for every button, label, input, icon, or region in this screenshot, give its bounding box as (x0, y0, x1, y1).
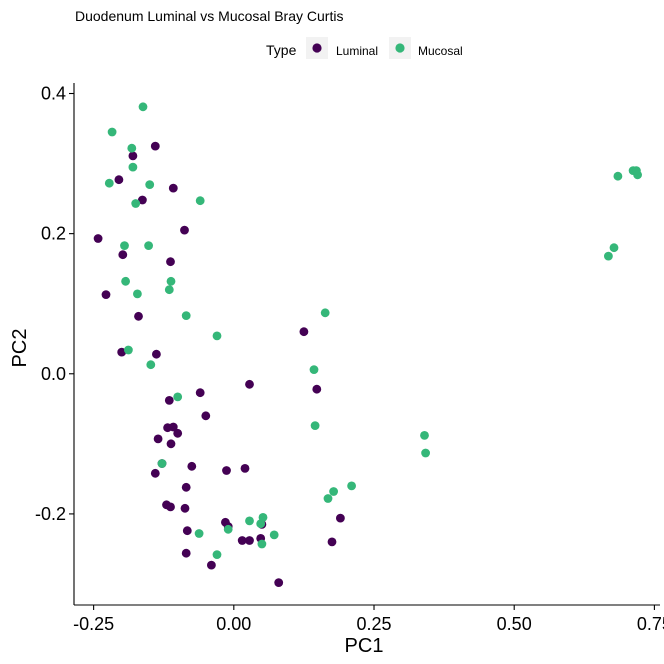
point-luminal (299, 327, 309, 337)
point-luminal (152, 349, 161, 359)
point-mucosal (633, 170, 642, 180)
legend: Type Luminal Mucosal (266, 37, 463, 59)
point-luminal (93, 234, 103, 243)
point-luminal (207, 560, 216, 570)
point-luminal (114, 175, 124, 185)
point-mucosal (613, 171, 623, 181)
point-mucosal (146, 360, 156, 370)
point-luminal (187, 461, 197, 471)
point-mucosal (128, 162, 138, 172)
legend-marker-mucosal (395, 43, 405, 53)
point-mucosal (173, 392, 183, 402)
point-mucosal (138, 102, 148, 112)
x-axis-title: PC1 (345, 635, 384, 657)
point-mucosal (120, 241, 129, 251)
point-mucosal (127, 143, 137, 153)
x-axis-ticks: -0.25 0.00 0.25 0.50 0.75 (73, 605, 664, 634)
point-mucosal (121, 276, 130, 286)
point-luminal (180, 503, 190, 513)
chart-title: Duodenum Luminal vs Mucosal Bray Curtis (75, 8, 343, 24)
point-mucosal (309, 365, 319, 374)
point-luminal (274, 578, 284, 587)
y-tick-label: -0.2 (35, 504, 66, 524)
legend-label-mucosal: Mucosal (418, 44, 463, 58)
point-mucosal (257, 539, 267, 549)
x-tick-label: 0.25 (356, 614, 391, 634)
y-tick-label: 0.2 (41, 224, 66, 244)
point-luminal (150, 468, 160, 478)
point-mucosal (157, 459, 167, 468)
point-mucosal (347, 481, 356, 491)
point-mucosal (421, 448, 430, 458)
point-luminal (164, 396, 174, 405)
point-luminal (201, 411, 211, 421)
point-luminal (117, 347, 127, 357)
point-mucosal (609, 243, 619, 253)
point-luminal (245, 379, 254, 389)
point-mucosal (212, 550, 222, 559)
point-luminal (240, 464, 250, 473)
legend-title: Type (266, 42, 297, 58)
y-axis-title: PC2 (9, 329, 31, 368)
y-tick-label: 0.0 (41, 364, 66, 384)
point-luminal (134, 311, 143, 321)
point-luminal (336, 513, 345, 523)
point-mucosal (131, 199, 141, 208)
x-tick-label: -0.25 (73, 614, 114, 634)
point-mucosal (195, 196, 205, 206)
point-luminal (312, 384, 322, 394)
point-mucosal (420, 431, 429, 440)
point-luminal (166, 439, 176, 449)
point-luminal (181, 482, 191, 492)
point-luminal (153, 434, 163, 444)
legend-marker-luminal (312, 43, 322, 53)
point-luminal (166, 502, 175, 512)
point-mucosal (223, 524, 233, 534)
data-points (93, 102, 642, 587)
point-luminal (245, 536, 254, 545)
point-luminal (118, 250, 128, 260)
point-mucosal (133, 289, 142, 299)
point-mucosal (329, 487, 338, 496)
y-tick-label: 0.4 (41, 84, 66, 104)
point-luminal (128, 151, 138, 161)
point-mucosal (323, 494, 333, 503)
point-luminal (101, 290, 111, 299)
point-luminal (173, 428, 183, 438)
point-mucosal (212, 331, 222, 341)
y-axis-ticks: -0.2 0.0 0.2 0.4 (35, 84, 74, 524)
point-luminal (222, 466, 231, 475)
point-luminal (181, 548, 191, 558)
point-luminal (166, 257, 175, 267)
point-mucosal (107, 127, 117, 137)
point-mucosal (245, 516, 254, 526)
point-mucosal (181, 311, 191, 320)
point-mucosal (604, 251, 613, 261)
point-luminal (168, 422, 178, 432)
point-mucosal (164, 285, 174, 295)
point-mucosal (310, 421, 320, 430)
point-luminal (168, 183, 178, 193)
point-luminal (182, 526, 192, 536)
x-tick-label: 0.50 (497, 614, 532, 634)
point-mucosal (123, 345, 133, 355)
point-mucosal (258, 513, 268, 522)
point-mucosal (320, 308, 330, 318)
point-luminal (138, 195, 147, 205)
point-mucosal (269, 530, 279, 540)
point-mucosal (104, 178, 114, 188)
point-mucosal (144, 241, 154, 251)
point-mucosal (194, 529, 204, 538)
point-luminal (150, 141, 160, 151)
point-mucosal (166, 276, 176, 286)
x-tick-label: 0.00 (216, 614, 251, 634)
x-tick-label: 0.75 (637, 614, 664, 634)
legend-label-luminal: Luminal (336, 44, 378, 58)
point-mucosal (145, 180, 155, 190)
point-luminal (180, 225, 189, 235)
point-luminal (237, 536, 247, 545)
point-luminal (195, 388, 205, 398)
point-luminal (327, 537, 337, 547)
